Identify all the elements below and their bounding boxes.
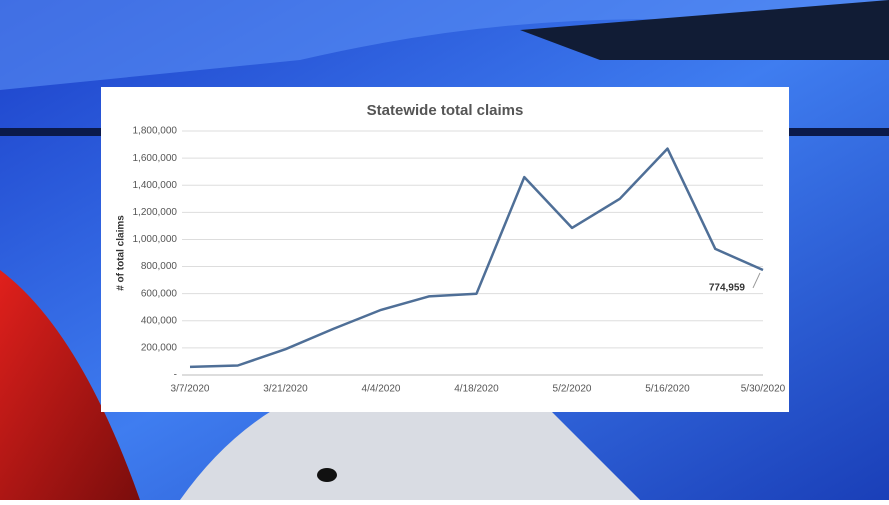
x-tick-label: 3/7/2020 [171,384,210,395]
y-tick-label: 1,200,000 [133,207,178,218]
leader-line [752,272,761,289]
x-tick-label: 5/30/2020 [741,384,786,395]
x-tick-label: 5/2/2020 [553,384,592,395]
decor [520,0,889,60]
y-tick-label: 1,000,000 [133,234,178,245]
y-tick-label: 1,800,000 [133,126,178,137]
y-axis-label: # of total claims [116,215,127,291]
x-tick-label: 4/4/2020 [362,384,401,395]
decor-dot [317,468,337,482]
y-tick-label: 800,000 [141,261,178,272]
x-tick-label: 3/21/2020 [263,384,308,395]
chart-panel [101,87,789,412]
x-tick-label: 4/18/2020 [454,384,499,395]
decor-swoosh [0,270,140,500]
data-label: 774,959 [709,283,746,294]
decor [0,0,889,90]
x-tick-label: 5/16/2020 [645,384,690,395]
y-tick-label: 1,400,000 [133,180,178,191]
y-tick-label: 600,000 [141,288,178,299]
data-line [189,147,764,369]
y-tick-label: 1,600,000 [133,153,178,164]
chart-title: Statewide total claims [367,102,524,119]
y-tick-label: - [174,370,177,381]
y-tick-label: 200,000 [141,343,178,354]
y-tick-label: 400,000 [141,315,178,326]
